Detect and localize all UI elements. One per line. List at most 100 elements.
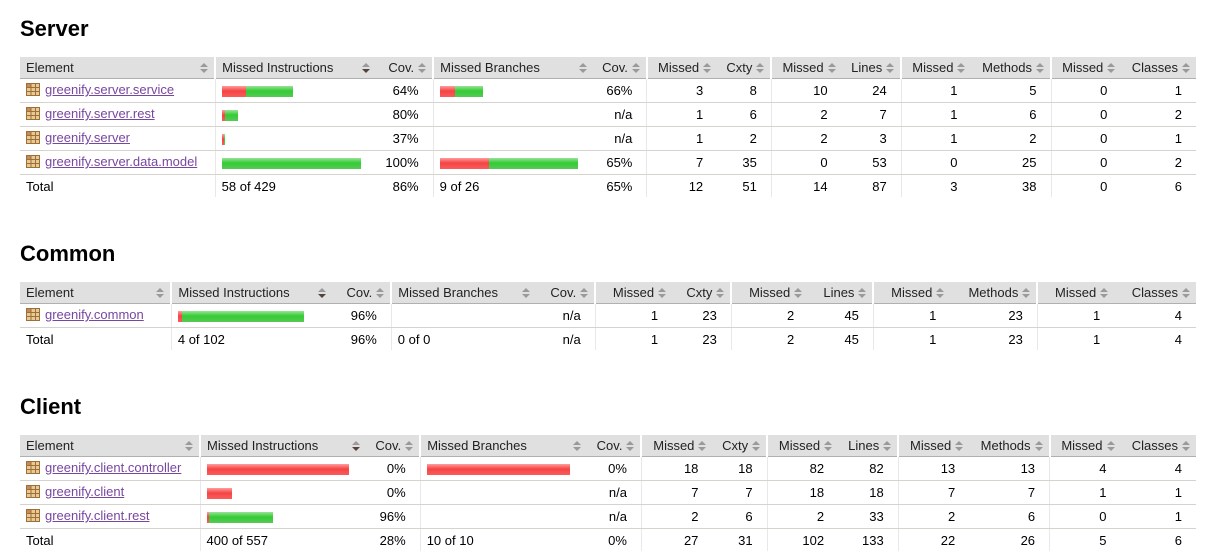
column-header-missed-11[interactable]: Missed xyxy=(1036,282,1115,304)
total-missed-instructions: 400 of 557 xyxy=(199,528,366,551)
column-header-cxty-6[interactable]: Cxty xyxy=(712,435,768,457)
package-link[interactable]: greenify.server xyxy=(45,130,131,145)
column-header-missed-11[interactable]: Missed xyxy=(1049,57,1122,79)
package-link[interactable]: greenify.server.service xyxy=(45,82,175,97)
column-header-missed-9[interactable]: Missed xyxy=(897,435,970,457)
covered-bar-segment xyxy=(223,134,225,146)
column-header-missed-branches[interactable]: Missed Branches xyxy=(432,57,593,79)
sort-icon xyxy=(658,287,667,298)
package-row: greenify.server.service 64% 66% 3 8 10 24 1 5 0 1 xyxy=(20,78,1196,103)
counter-cell: 2 xyxy=(1121,102,1196,127)
package-link[interactable]: greenify.client.controller xyxy=(45,460,182,475)
total-counter-cell: 27 xyxy=(640,528,713,551)
counter-cell: 1 xyxy=(646,126,718,151)
missed-instructions-bar-cell xyxy=(214,150,377,175)
column-header-label: Lines xyxy=(823,285,855,300)
sort-icon xyxy=(955,440,964,451)
package-row: greenify.common 96% n/a 1 23 2 45 1 23 1 4 xyxy=(20,303,1196,328)
package-link[interactable]: greenify.client.rest xyxy=(45,508,150,523)
column-header-label: Cxty xyxy=(686,285,713,300)
covered-bar-segment xyxy=(208,512,273,524)
package-link[interactable]: greenify.server.data.model xyxy=(45,154,198,169)
column-header-lines-8[interactable]: Lines xyxy=(838,435,899,457)
total-counter-cell: 45 xyxy=(844,331,859,347)
column-header-cov[interactable]: Cov. xyxy=(592,57,647,79)
column-header-missed-instructions[interactable]: Missed Instructions xyxy=(214,57,377,79)
counter-cell: 82 xyxy=(766,456,839,481)
column-header-label: Classes xyxy=(1131,285,1178,300)
column-header-methods-10[interactable]: Methods xyxy=(950,282,1038,304)
column-header-missed-11[interactable]: Missed xyxy=(1048,435,1121,457)
column-header-cov[interactable]: Cov. xyxy=(365,435,421,457)
column-header-methods-10[interactable]: Methods xyxy=(969,435,1050,457)
counter-cell: 0 xyxy=(1050,126,1122,151)
column-header-label: Element xyxy=(26,285,74,300)
package-link[interactable]: greenify.client xyxy=(45,484,125,499)
counter-cell: 7 xyxy=(969,480,1050,505)
coverage-table-client: Element Missed Instructions Cov. Missed Bra… xyxy=(20,435,1196,551)
coverage-bar xyxy=(439,86,483,98)
sort-icon xyxy=(716,287,725,298)
counter-cell: 35 xyxy=(717,150,772,175)
column-header-missed-9[interactable]: Missed xyxy=(900,57,972,79)
column-header-classes-12[interactable]: Classes xyxy=(1121,57,1196,79)
total-instruction-coverage: 28% xyxy=(379,532,406,548)
column-header-missed-instructions[interactable]: Missed Instructions xyxy=(170,282,333,304)
column-header-cxty-6[interactable]: Cxty xyxy=(717,57,772,79)
column-header-missed-9[interactable]: Missed xyxy=(872,282,951,304)
counter-cell: 4 xyxy=(1114,303,1196,328)
column-header-missed-5[interactable]: Missed xyxy=(594,282,673,304)
counter-cell: 1 xyxy=(872,303,951,328)
column-header-missed-5[interactable]: Missed xyxy=(640,435,713,457)
column-header-cov[interactable]: Cov. xyxy=(376,57,434,79)
header-row: Element Missed Instructions Cov. Missed Bra… xyxy=(20,57,1196,79)
column-header-missed-7[interactable]: Missed xyxy=(766,435,839,457)
column-header-missed-7[interactable]: Missed xyxy=(770,57,842,79)
column-header-missed-branches[interactable]: Missed Branches xyxy=(419,435,587,457)
sort-icon xyxy=(1034,440,1043,451)
column-header-cov[interactable]: Cov. xyxy=(536,282,596,304)
sort-icon xyxy=(418,62,427,73)
column-header-element[interactable]: Element xyxy=(20,57,216,79)
column-header-missed-instructions[interactable]: Missed Instructions xyxy=(199,435,366,457)
package-row: greenify.server.rest 80% n/a 1 6 2 7 1 6 0 2 xyxy=(20,102,1196,127)
column-header-element[interactable]: Element xyxy=(20,435,201,457)
counter-cell: 23 xyxy=(950,303,1038,328)
package-link[interactable]: greenify.server.rest xyxy=(45,106,155,121)
coverage-table-server: Element Missed Instructions Cov. Missed Bra… xyxy=(20,57,1196,197)
sort-icon xyxy=(580,287,589,298)
package-link[interactable]: greenify.common xyxy=(45,307,144,322)
column-header-cov[interactable]: Cov. xyxy=(586,435,642,457)
total-counter-cell: 38 xyxy=(1022,178,1037,194)
sort-desc-icon xyxy=(362,62,371,73)
column-header-label: Missed xyxy=(1055,285,1097,300)
column-header-methods-10[interactable]: Methods xyxy=(971,57,1051,79)
column-header-missed-7[interactable]: Missed xyxy=(730,282,809,304)
column-header-cov[interactable]: Cov. xyxy=(332,282,392,304)
column-header-label: Missed Instructions xyxy=(222,60,334,75)
column-header-classes-12[interactable]: Classes xyxy=(1120,435,1196,457)
sort-icon xyxy=(1036,62,1044,73)
column-header-label: Missed xyxy=(891,285,933,300)
column-header-lines-8[interactable]: Lines xyxy=(808,282,874,304)
column-header-cxty-6[interactable]: Cxty xyxy=(672,282,732,304)
counter-cell: 1 xyxy=(1120,504,1196,529)
section-title-server: Server xyxy=(20,16,89,41)
sort-icon xyxy=(1182,440,1190,451)
missed-branches-bar-cell xyxy=(390,303,537,328)
missed-bar-segment xyxy=(177,311,182,323)
total-row: Total 4 of 102 96% 0 of 0 n/a 1 23 2 45 1 23 1 4 xyxy=(20,327,1196,350)
sort-icon xyxy=(1022,287,1031,298)
counter-cell: 53 xyxy=(841,150,902,175)
covered-bar-segment xyxy=(224,110,238,122)
column-header-classes-12[interactable]: Classes xyxy=(1114,282,1196,304)
total-row: Total 400 of 557 28% 10 of 10 0% 27 31 102 133 22… xyxy=(20,528,1196,551)
counter-cell: 10 xyxy=(770,78,842,103)
counter-cell: 0 xyxy=(770,150,842,175)
column-header-missed-branches[interactable]: Missed Branches xyxy=(390,282,537,304)
total-missed-instructions: 58 of 429 xyxy=(214,174,377,197)
column-header-element[interactable]: Element xyxy=(20,282,172,304)
covered-bar-segment xyxy=(488,158,578,170)
column-header-missed-5[interactable]: Missed xyxy=(645,57,718,79)
column-header-lines-8[interactable]: Lines xyxy=(841,57,902,79)
